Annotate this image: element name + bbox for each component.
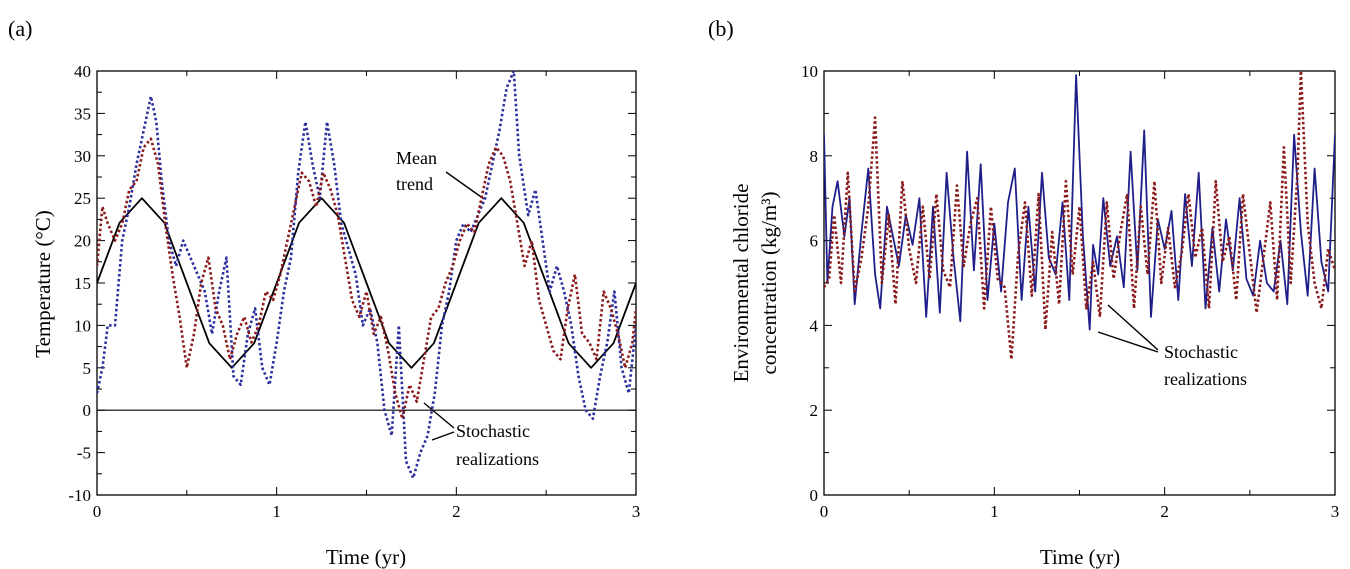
panel-a-ytick-label: 5 [83, 359, 92, 378]
panel-b-label: (b) [708, 16, 734, 41]
panel-b-xtick-label: 2 [1160, 502, 1169, 521]
panel-b-ylabel-line1: Environmental chloride [729, 184, 753, 383]
panel-b-ylabel-line2: concentration (kg/m³) [757, 192, 781, 375]
panel-b-ytick-label: 4 [810, 316, 819, 335]
panel-b-ytick-label: 0 [810, 486, 819, 505]
panel-a-ytick-label: 40 [74, 62, 91, 81]
panel-a-xtick-label: 1 [272, 502, 281, 521]
panel-b-series-dotted-1 [824, 71, 1335, 361]
panel-a-ytick-label: 15 [74, 274, 91, 293]
panel-a-ytick-label: 10 [74, 316, 91, 335]
panel-a-series-solid-0 [97, 197, 636, 369]
panel-a-annotation-mean: Mean [396, 148, 437, 168]
panel-b-series-solid-0 [824, 74, 1335, 331]
panel-b-xlabel: Time (yr) [1040, 545, 1120, 569]
panel-a-xlabel: Time (yr) [326, 545, 406, 569]
panel-b-xtick-label: 0 [820, 502, 829, 521]
panel-b-xtick-label: 1 [990, 502, 999, 521]
panel-b-annotation-realizations: realizations [1164, 369, 1247, 389]
panel-b-annotation-stochastic: Stochastic [1164, 342, 1238, 362]
panel-a-xtick-label: 2 [452, 502, 461, 521]
panel-a-series-dotted-1 [97, 71, 636, 480]
panel-a-ytick-label: 35 [74, 104, 91, 123]
panel-a-ytick-label: 0 [83, 401, 92, 420]
panel-b-ytick-label: 8 [810, 147, 819, 166]
panel-a-ytick-label: -5 [77, 444, 91, 463]
panel-b-plot: 0 1 2 3 0 2 4 6 8 10 [801, 62, 1339, 521]
panel-b-stochastic-arrow-2 [1097, 331, 1159, 353]
panel-a-ylabel: Temperature (°C) [31, 210, 55, 357]
panel-a-ytick-label: -10 [68, 486, 91, 505]
panel-a-stochastic-arrow-2 [431, 431, 455, 441]
panel-b-ytick-label: 10 [801, 62, 818, 81]
panel-b-xtick-label: 3 [1331, 502, 1340, 521]
panel-a-series-dotted-2 [97, 137, 636, 420]
panel-a-ytick-label: 20 [74, 232, 91, 251]
panel-b-ytick-label: 2 [810, 401, 819, 420]
panel-a-ytick-label: 30 [74, 147, 91, 166]
panel-a-label: (a) [8, 16, 32, 41]
panel-b-stochastic-arrow-1 [1107, 304, 1159, 351]
panel-a-xtick-label: 0 [93, 502, 102, 521]
panel-a-annotation-trend: trend [396, 174, 433, 194]
panel-a-ytick-label: 25 [74, 189, 91, 208]
panel-a-stochastic-arrow-1 [423, 402, 455, 429]
panel-a-annotation-realizations: realizations [456, 449, 539, 469]
panel-b-ytick-label: 6 [810, 232, 819, 251]
panel-a-mean-arrow [445, 171, 485, 200]
panel-a-annotation-stochastic: Stochastic [456, 421, 530, 441]
panel-a-xtick-label: 3 [632, 502, 641, 521]
panel-a-plot: 0 1 2 3 -10 -5 0 5 10 15 20 25 30 35 40 [68, 62, 640, 521]
